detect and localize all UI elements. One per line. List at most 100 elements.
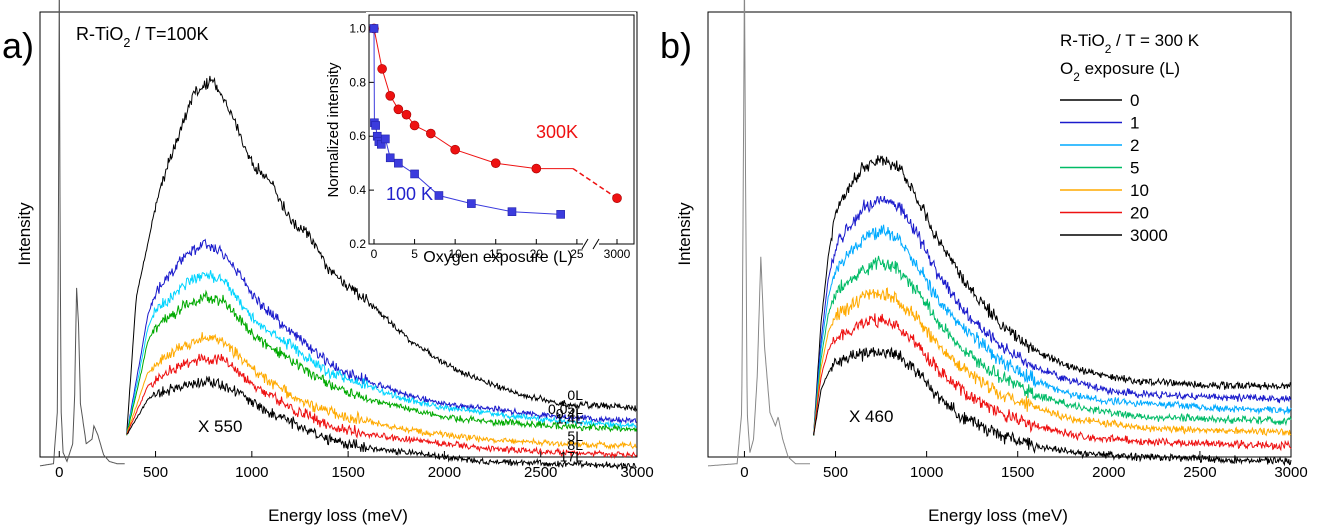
inset-point-300k — [409, 120, 420, 131]
elastic-peak-line — [39, 0, 125, 467]
x-tick-label: 3000 — [1274, 464, 1307, 481]
inset-y-tick-label: 1.0 — [349, 21, 366, 35]
panel-b-x-axis: 0 500 1000 1500 2000 2500 3000 — [740, 451, 1308, 481]
panel-b-magnification: X 460 — [849, 407, 893, 426]
panel-a-frame — [39, 11, 638, 458]
inset-label-100k: 100 K — [386, 184, 433, 204]
inset-data — [369, 23, 622, 219]
x-tick-label: 500 — [823, 464, 848, 481]
legend-label-2: 2 — [1130, 136, 1139, 155]
inset-point-100k — [371, 121, 380, 130]
inset-point-300k — [531, 163, 542, 174]
panel-b-legend: R-TiO2 / T = 300 K O2 exposure (L) 0 1 2 5 1… — [1060, 31, 1200, 245]
panel-b-elastic-peak — [708, 0, 810, 467]
series-line-1 — [813, 195, 1292, 435]
panel-a-series — [126, 75, 638, 471]
panel-a: a) R-TiO2 / T=100K X 550 Energy loss (me… — [2, 0, 654, 525]
series-end-label: 1.4L — [556, 410, 583, 426]
legend-label-10: 10 — [1130, 181, 1149, 200]
elastic-peak-line — [708, 0, 810, 467]
series-end-label: 17L — [560, 448, 584, 464]
panel-a-title: R-TiO2 / T=100K — [76, 24, 209, 50]
inset-point-300k — [612, 193, 622, 203]
inset-x-tick-label: 10 — [448, 247, 462, 261]
inset-y-tick-label: 0.8 — [349, 75, 366, 89]
panel-a-elastic-peak — [39, 0, 125, 467]
panel-a-label: a) — [2, 25, 34, 66]
inset-y-tick-label: 0.2 — [349, 237, 366, 251]
panel-a-ylabel: Intensity — [15, 202, 34, 266]
series-line-0L — [126, 75, 638, 434]
inset-xlabel: Oxygen exposure (L) — [423, 249, 572, 266]
inset-point-300k — [401, 109, 412, 120]
x-tick-label: 0 — [740, 464, 748, 481]
inset-point-300k — [426, 128, 436, 139]
series-line-2 — [813, 224, 1292, 436]
panel-b: b) X 460 Energy loss (meV) Intensity 0 50… — [660, 0, 1308, 525]
inset-plot: 0 5 10 15 20 25 3000 0.2 0.4 0.6 0.8 1.0 Oxygen exp… — [325, 12, 636, 266]
legend-label-1: 1 — [1130, 114, 1139, 133]
inset-y-tick-label: 0.6 — [349, 129, 366, 143]
panel-a-magnification: X 550 — [198, 417, 242, 436]
x-tick-label: 2500 — [1183, 464, 1216, 481]
panel-b-xlabel: Energy loss (meV) — [928, 506, 1068, 525]
inset-axes: 0 5 10 15 20 25 3000 0.2 0.4 0.6 0.8 1.0 — [349, 21, 630, 261]
x-tick-label: 2000 — [1092, 464, 1125, 481]
inset-point-300k — [385, 91, 396, 101]
inset-point-100k — [556, 210, 565, 219]
inset-point-300k — [377, 64, 387, 74]
inset-ylabel: Normalized intensity — [325, 62, 342, 198]
series-line-20 — [813, 313, 1292, 452]
inset-axis-break-mark — [592, 238, 600, 250]
series-end-label: 0.4L — [556, 406, 583, 422]
series-line-0.4L — [126, 270, 637, 436]
x-tick-label: 1500 — [1001, 464, 1034, 481]
legend-label-20: 20 — [1130, 204, 1149, 223]
legend-title: R-TiO2 / T = 300 K — [1060, 31, 1200, 56]
series-line-8L — [126, 353, 637, 460]
series-line-10 — [813, 287, 1292, 437]
inset-point-300k — [450, 144, 460, 155]
x-tick-label: 500 — [143, 464, 168, 481]
inset-point-300k — [490, 158, 501, 168]
panel-b-frame — [707, 11, 1292, 458]
legend-label-3000: 3000 — [1130, 226, 1168, 245]
inset-point-100k — [467, 199, 476, 208]
inset-broken-segment — [572, 167, 618, 199]
panel-a-xlabel: Energy loss (meV) — [268, 506, 408, 525]
series-end-label: 0.05L — [548, 401, 583, 417]
inset-axis-break-mark — [581, 238, 589, 250]
inset-frame — [368, 14, 635, 245]
legend-label-5: 5 — [1130, 159, 1139, 178]
inset-point-100k — [369, 24, 379, 33]
series-end-label: 8L — [567, 437, 583, 453]
inset-point-100k — [434, 191, 444, 200]
series-line-3000 — [813, 346, 1292, 467]
series-end-label: 0L — [567, 387, 583, 403]
inset-x-tick-label: 20 — [530, 247, 544, 261]
inset-point-100k — [381, 134, 390, 144]
inset-x-tick-label: 3000 — [604, 247, 631, 261]
legend-subtitle: O2 exposure (L) — [1060, 59, 1180, 84]
legend-label-0: 0 — [1130, 91, 1139, 110]
inset-y-tick-label: 0.4 — [349, 183, 366, 197]
series-line-0 — [813, 155, 1292, 436]
series-line-1.4L — [126, 289, 638, 436]
inset-point-300k — [393, 104, 404, 115]
series-line-5L — [126, 332, 637, 450]
panel-b-ylabel: Intensity — [675, 202, 694, 266]
x-tick-label: 1000 — [910, 464, 943, 481]
x-tick-label: 2000 — [428, 464, 461, 481]
inset-x-tick-label: 0 — [371, 247, 378, 261]
inset-x-tick-label: 5 — [411, 247, 418, 261]
inset-point-100k — [507, 207, 517, 216]
x-tick-label: 2500 — [524, 464, 557, 481]
series-end-label: 5L — [567, 428, 583, 444]
inset-point-100k — [394, 158, 403, 168]
panel-a-x-axis: 0 500 1000 1500 2000 2500 3000 — [55, 451, 654, 481]
x-tick-label: 1500 — [331, 464, 364, 481]
inset-x-tick-label: 25 — [570, 247, 584, 261]
inset-point-100k — [410, 169, 419, 179]
